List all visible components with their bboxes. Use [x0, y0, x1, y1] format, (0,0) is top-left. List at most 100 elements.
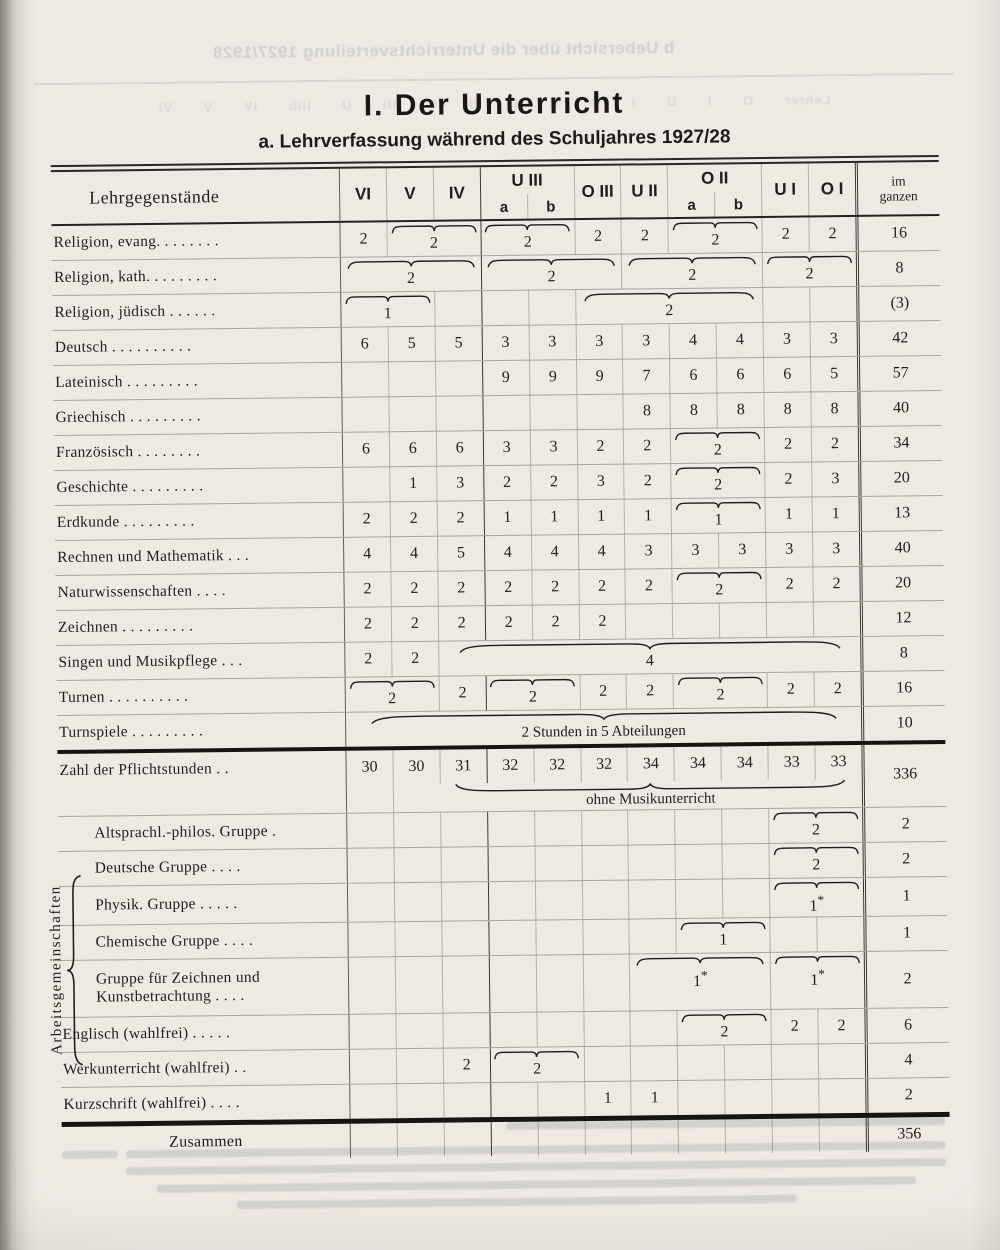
table-row: Gruppe für Zeichnen und Kunstbetrachtung… [59, 950, 949, 1018]
row-total-cell: 8 [860, 635, 945, 671]
value-cell: 2 [390, 606, 438, 642]
value-cell: 8 [622, 394, 671, 429]
value-cell: 3 [481, 325, 529, 361]
row-total-cell: (3) [856, 285, 941, 321]
table-row: Naturwissenschaften . . . . 2 2 2 2 2 2 2 2 2 2 20 [55, 564, 944, 611]
value-cell: 2 [343, 572, 391, 607]
empty-cell [765, 602, 814, 637]
value-cell: 31 [439, 749, 487, 784]
row-total-cell: 40 [857, 390, 942, 426]
braced-value-cell: 2 [761, 251, 857, 288]
value-cell: 4 [715, 322, 764, 358]
braced-value-cell: 2 [489, 1047, 584, 1083]
empty-cell [721, 808, 769, 844]
empty-cell [442, 1013, 490, 1049]
arbeitsgemeinschaften-group: Arbeitsgemeinschaften [47, 874, 91, 1067]
row-total-cell: 2 [862, 841, 947, 877]
empty-cell [627, 810, 675, 845]
row-total-cell: 2 [865, 1078, 950, 1114]
row-total-cell: 16 [855, 215, 940, 251]
empty-cell [488, 955, 537, 1013]
empty-cell [762, 287, 810, 322]
value-cell: 6 [669, 358, 717, 394]
empty-cell [487, 846, 535, 882]
row-total-cell: 42 [856, 320, 941, 356]
arbeitsgemeinschaften-label: Arbeitsgemeinschaften [47, 885, 66, 1056]
value-cell: 2 [389, 501, 437, 537]
braced-value-cell: 1* [629, 953, 771, 1011]
value-cell: 3 [482, 430, 530, 466]
row-total-cell: 13 [858, 495, 943, 531]
braced-value-cell: 2 [480, 254, 622, 291]
row-label: Religion, jüdisch . . . . . . [54, 302, 216, 322]
value-cell: 9 [575, 359, 623, 395]
braced-value-cell: 2 Stunden in 5 Abteilungen [344, 706, 862, 747]
row-total-cell: 336 [861, 743, 946, 783]
value-cell: 2 [442, 1048, 490, 1084]
row-label: Religion, evang. . . . . . . . [53, 232, 219, 252]
empty-cell [393, 812, 441, 848]
braced-value-cell: 2 [672, 672, 768, 709]
row-total-cell: 34 [857, 425, 943, 461]
empty-cell [347, 957, 396, 1015]
empty-cell [487, 881, 535, 921]
row-total-cell: 2 [863, 951, 949, 1009]
empty-cell [434, 291, 482, 326]
empty-cell [817, 1044, 866, 1079]
row-label: Zahl der Pflichtstunden . . [59, 760, 229, 780]
braced-value-cell: 2 [768, 842, 863, 878]
empty-cell [441, 921, 489, 957]
table-row: Turnspiele . . . . . . . . . 2 Stunden in… [56, 704, 946, 751]
value-cell: 2 [342, 502, 390, 537]
value-cell: 9 [481, 360, 530, 396]
empty-cell [394, 922, 442, 957]
group-curly-brace [65, 874, 85, 1067]
row-total-cell: 8 [855, 250, 941, 286]
value-cell: 2 [484, 570, 532, 606]
faint-footnote-marginal [61, 1150, 119, 1160]
empty-cell [534, 920, 583, 955]
empty-cell [348, 1049, 397, 1085]
column-subheader-b: b [714, 192, 762, 217]
empty-cell [392, 783, 440, 813]
empty-cell [341, 397, 389, 432]
value-cell: 2 [529, 465, 578, 500]
column-header-class: VI [338, 168, 387, 221]
value-cell: 1 [764, 497, 813, 532]
value-cell: 2 [344, 642, 392, 677]
empty-cell [724, 1045, 772, 1080]
braced-value-cell: 2 [485, 675, 580, 711]
value-cell: 1 [811, 496, 859, 532]
value-cell: 1 [577, 499, 625, 535]
column-header-class: U I [760, 163, 809, 217]
empty-cell [347, 922, 395, 958]
row-label: Deutsch . . . . . . . . . . [54, 337, 192, 357]
value-cell: 3 [812, 531, 860, 567]
row-total-cell: 20 [858, 460, 943, 496]
empty-cell [489, 1012, 537, 1048]
value-cell: 9 [528, 360, 576, 395]
column-header-lehrgegenstaende: Lehrgegenstände [89, 185, 220, 208]
value-cell: 2 [812, 566, 860, 602]
value-cell: 3 [575, 324, 623, 360]
row-label: Chemische Gruppe . . . . [95, 932, 254, 951]
value-cell: 3 [622, 324, 670, 359]
value-cell: 2 [576, 429, 624, 465]
empty-cell [488, 920, 536, 956]
value-cell: 1 [483, 500, 531, 536]
empty-cell [346, 813, 394, 848]
row-label: Turnen . . . . . . . . . . [58, 687, 189, 707]
faint-footnote-line [126, 1157, 947, 1176]
empty-cell [575, 394, 624, 430]
table-row: Geschichte . . . . . . . . . 1 3 2 2 3 2 2 2 3 20 [54, 459, 943, 506]
table-row: Physik. Gruppe . . . . . 1* 1 [58, 875, 948, 926]
empty-cell [534, 881, 582, 920]
column-header-class: U II [620, 165, 668, 218]
row-label: Singen und Musikpflege . . . [58, 651, 243, 672]
row-label: Lateinisch . . . . . . . . . [55, 372, 199, 392]
empty-cell [816, 917, 864, 952]
lesson-schedule-table: Lehrgegenstände VI V IV U III a b O III U II O II… [47, 161, 950, 1162]
row-label: Kurzschrift (wahlfrei) . . . . [63, 1094, 240, 1114]
